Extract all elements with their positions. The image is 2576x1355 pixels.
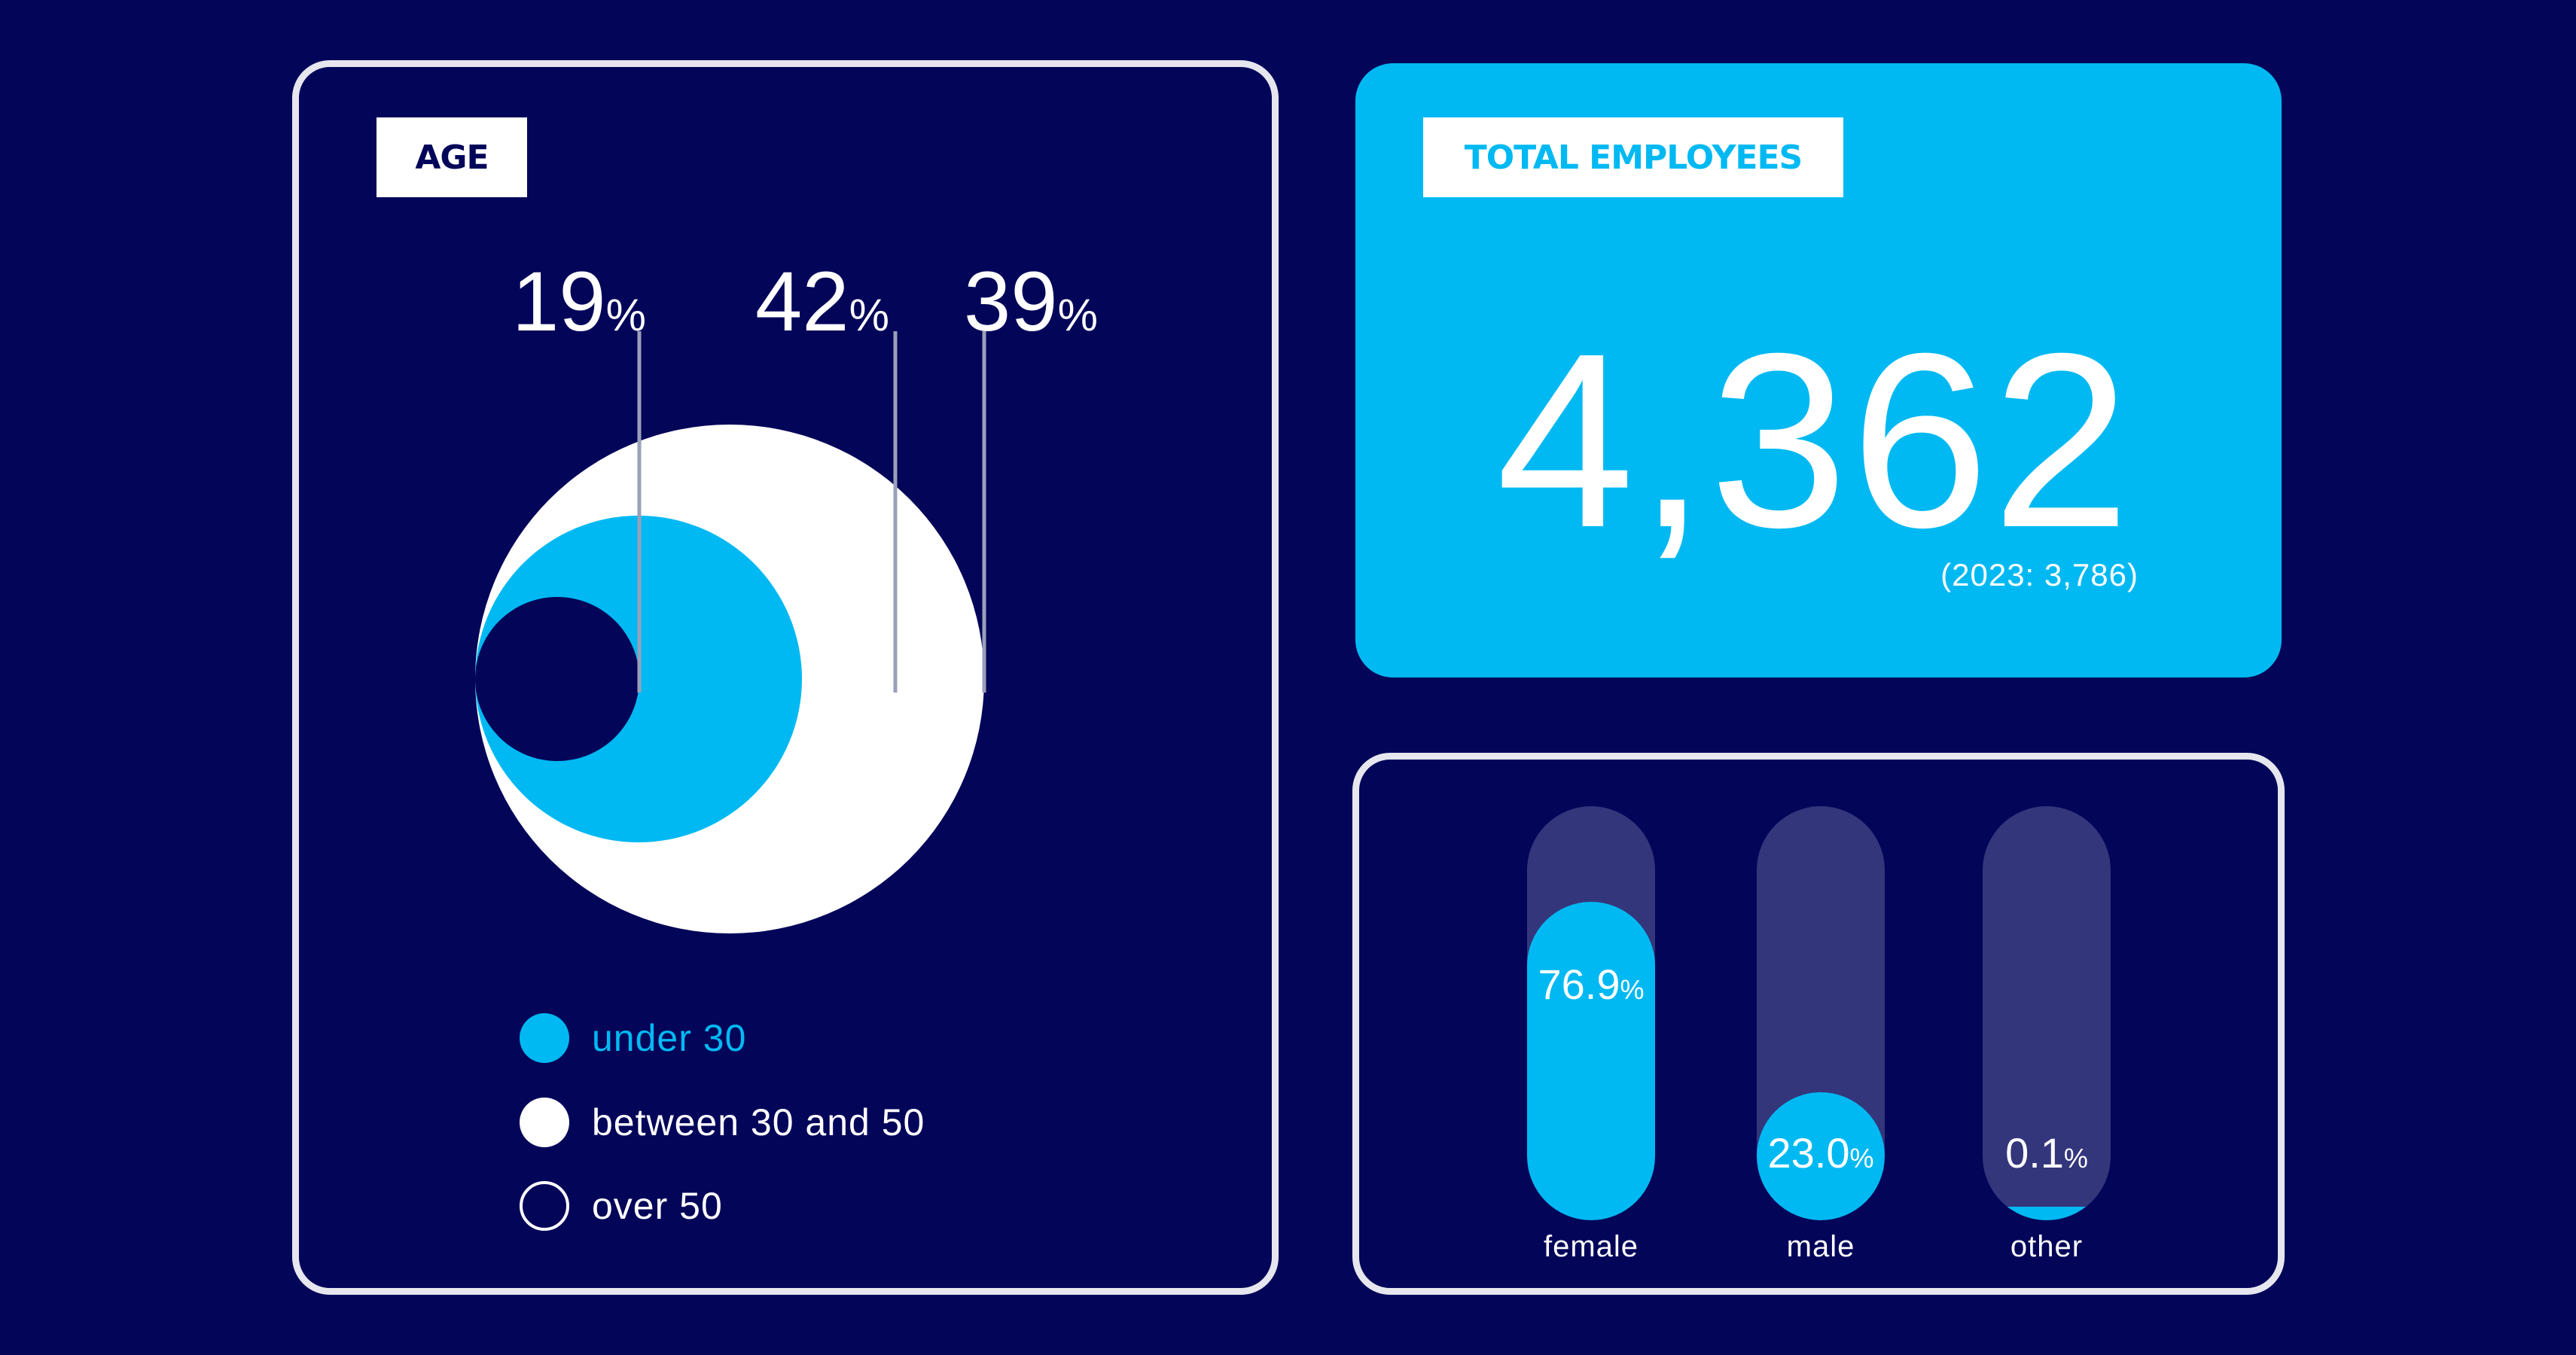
legend-label-under-30: under 30 xyxy=(592,1017,747,1059)
bar-value-unit: % xyxy=(1849,1143,1874,1174)
gender-panel xyxy=(1352,753,2285,1295)
bar-fill-male xyxy=(1757,1092,1885,1220)
bar-fill-female xyxy=(1527,902,1655,1220)
bar-value-unit: % xyxy=(2063,1143,2088,1174)
total-employees-value: 4,362 xyxy=(1496,301,2133,579)
bar-value-number: 76.9 xyxy=(1538,961,1620,1008)
legend-item-under-30: under 30 xyxy=(520,1012,746,1064)
age-data-label-unit: % xyxy=(849,290,889,340)
bar-value-number: 23.0 xyxy=(1767,1129,1850,1177)
bar-value-female: 76.9% xyxy=(1501,964,1681,1006)
bar-fill-other xyxy=(1983,1207,2111,1220)
age-data-label-between-30-and-50: 39% xyxy=(964,260,1098,344)
total-employees-previous: (2023: 3,786) xyxy=(1940,557,2139,592)
bar-track-male xyxy=(1757,806,1885,1220)
legend-dot-over-50 xyxy=(520,1181,569,1231)
age-data-label-number: 39 xyxy=(964,254,1058,349)
age-data-label-under-30: 42% xyxy=(755,260,889,344)
legend-label-over-50: over 50 xyxy=(592,1185,723,1227)
bar-track-female xyxy=(1527,806,1655,1220)
age-data-label-unit: % xyxy=(605,290,646,340)
bar-value-male: 23.0% xyxy=(1730,1132,1911,1174)
bar-label-male: male xyxy=(1786,1230,1855,1263)
bar-track-other xyxy=(1983,806,2111,1220)
legend-label-between-30-and-50: between 30 and 50 xyxy=(592,1101,925,1143)
age-data-label-number: 42 xyxy=(755,254,849,349)
legend-dot-under-30 xyxy=(520,1013,569,1063)
total-employees-tag: TOTAL EMPLOYEES xyxy=(1423,117,1843,197)
legend-item-over-50: over 50 xyxy=(520,1180,723,1232)
age-data-label-number: 19 xyxy=(512,254,606,349)
age-data-label-over-50: 19% xyxy=(512,260,646,344)
legend-dot-between-30-and-50 xyxy=(520,1098,569,1147)
age-panel xyxy=(292,60,1279,1295)
bar-value-unit: % xyxy=(1620,974,1645,1005)
age-segment-over-50 xyxy=(475,597,639,761)
age-data-label-unit: % xyxy=(1057,290,1098,340)
bar-value-other: 0.1% xyxy=(1956,1132,2137,1174)
age-tag: AGE xyxy=(376,117,527,197)
bar-label-female: female xyxy=(1543,1230,1639,1263)
bar-label-other: other xyxy=(2010,1230,2084,1263)
legend-item-between-30-and-50: between 30 and 50 xyxy=(520,1096,925,1149)
bar-value-number: 0.1 xyxy=(2005,1129,2064,1177)
